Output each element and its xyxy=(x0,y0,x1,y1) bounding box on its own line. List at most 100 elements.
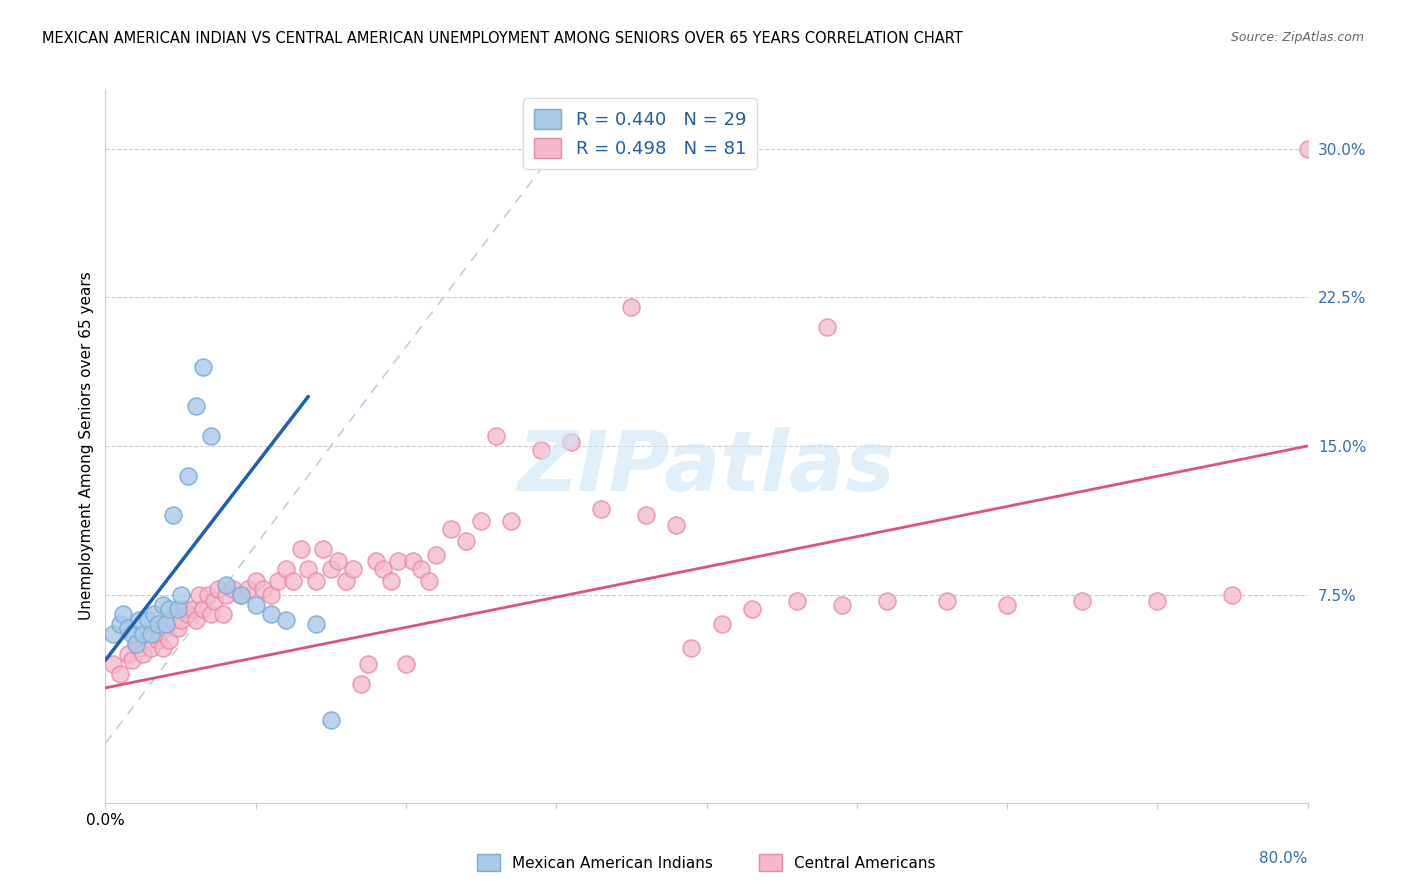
Point xyxy=(425,548,447,562)
Point xyxy=(681,641,703,656)
Point xyxy=(335,574,357,588)
Point xyxy=(124,637,146,651)
Point xyxy=(132,627,155,641)
Point xyxy=(319,713,342,727)
Point xyxy=(128,614,150,628)
Point xyxy=(485,429,508,443)
Point xyxy=(305,617,328,632)
Point xyxy=(260,607,283,622)
Point xyxy=(342,562,364,576)
Point xyxy=(191,359,214,374)
Point xyxy=(418,574,440,588)
Point xyxy=(173,601,195,615)
Text: 80.0%: 80.0% xyxy=(1260,851,1308,866)
Point xyxy=(152,598,174,612)
Point xyxy=(252,582,274,596)
Point xyxy=(146,617,169,632)
Point xyxy=(177,468,200,483)
Point xyxy=(620,300,643,314)
Point xyxy=(267,574,290,588)
Point xyxy=(786,593,808,607)
Point xyxy=(117,621,139,635)
Point xyxy=(1222,588,1244,602)
Point xyxy=(560,435,582,450)
Point xyxy=(1146,593,1168,607)
Point xyxy=(380,574,402,588)
Point xyxy=(238,582,260,596)
Point xyxy=(222,582,245,596)
Point xyxy=(121,627,143,641)
Point xyxy=(184,614,207,628)
Point xyxy=(530,442,553,457)
Point xyxy=(124,637,146,651)
Point xyxy=(214,588,236,602)
Point xyxy=(200,607,222,622)
Point xyxy=(373,562,395,576)
Point xyxy=(132,647,155,661)
Point xyxy=(454,534,477,549)
Point xyxy=(136,614,159,628)
Point xyxy=(139,641,162,656)
Point xyxy=(328,554,350,568)
Point xyxy=(166,601,188,615)
Point xyxy=(283,574,305,588)
Point xyxy=(162,614,184,628)
Point xyxy=(440,522,463,536)
Point xyxy=(290,542,312,557)
Point xyxy=(350,677,373,691)
Point xyxy=(177,607,200,622)
Point xyxy=(501,514,523,528)
Point xyxy=(101,657,124,671)
Point xyxy=(636,508,658,523)
Point xyxy=(200,429,222,443)
Point xyxy=(139,627,162,641)
Point xyxy=(741,601,763,615)
Point xyxy=(245,574,267,588)
Point xyxy=(157,633,180,648)
Y-axis label: Unemployment Among Seniors over 65 years: Unemployment Among Seniors over 65 years xyxy=(79,272,94,620)
Point xyxy=(305,574,328,588)
Point xyxy=(110,667,132,681)
Point xyxy=(470,514,492,528)
Point xyxy=(364,554,387,568)
Point xyxy=(169,614,191,628)
Point xyxy=(936,593,959,607)
Point xyxy=(245,598,267,612)
Point xyxy=(155,617,177,632)
Point xyxy=(665,518,688,533)
Point xyxy=(187,588,209,602)
Point xyxy=(117,647,139,661)
Point xyxy=(402,554,425,568)
Point xyxy=(101,627,124,641)
Point xyxy=(274,614,297,628)
Point xyxy=(142,627,165,641)
Point xyxy=(121,653,143,667)
Point xyxy=(184,400,207,414)
Point xyxy=(229,588,252,602)
Point xyxy=(155,621,177,635)
Point xyxy=(214,578,236,592)
Point xyxy=(319,562,342,576)
Legend: Mexican American Indians, Central Americans: Mexican American Indians, Central Americ… xyxy=(471,848,942,877)
Point xyxy=(110,617,132,632)
Point xyxy=(831,598,853,612)
Point xyxy=(211,607,233,622)
Point xyxy=(395,657,418,671)
Point xyxy=(387,554,409,568)
Point xyxy=(181,601,204,615)
Point xyxy=(409,562,432,576)
Point xyxy=(312,542,335,557)
Point xyxy=(995,598,1018,612)
Point xyxy=(274,562,297,576)
Point xyxy=(357,657,380,671)
Point xyxy=(710,617,733,632)
Point xyxy=(1296,142,1319,156)
Text: MEXICAN AMERICAN INDIAN VS CENTRAL AMERICAN UNEMPLOYMENT AMONG SENIORS OVER 65 Y: MEXICAN AMERICAN INDIAN VS CENTRAL AMERI… xyxy=(42,31,963,46)
Point xyxy=(876,593,898,607)
Point xyxy=(162,508,184,523)
Point xyxy=(815,320,838,334)
Point xyxy=(202,593,225,607)
Point xyxy=(112,607,135,622)
Point xyxy=(146,633,169,648)
Point xyxy=(191,601,214,615)
